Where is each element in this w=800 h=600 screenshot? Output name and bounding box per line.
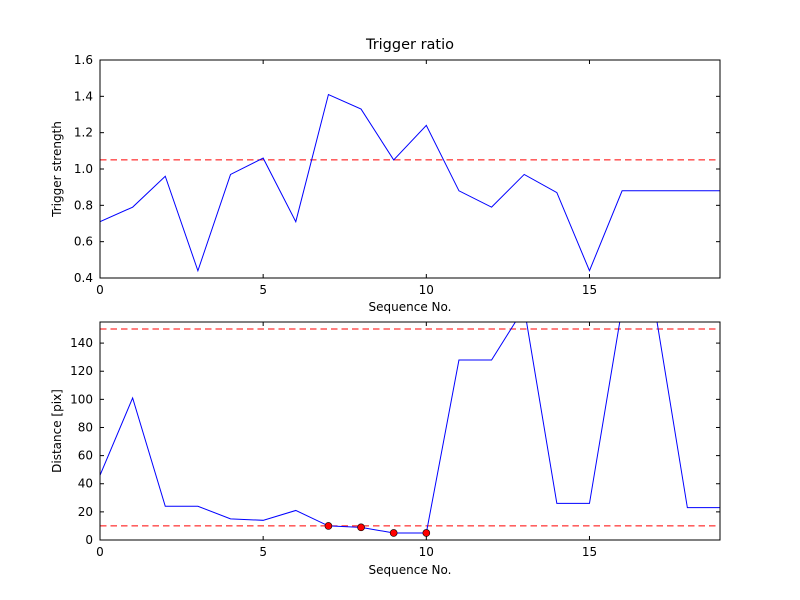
svg-text:0.4: 0.4 [74, 271, 93, 285]
svg-text:5: 5 [259, 545, 267, 559]
svg-text:120: 120 [70, 364, 93, 378]
svg-text:0: 0 [85, 533, 93, 547]
svg-text:40: 40 [78, 477, 93, 491]
svg-text:0.6: 0.6 [74, 235, 93, 249]
svg-text:80: 80 [78, 420, 93, 434]
svg-text:10: 10 [419, 545, 434, 559]
svg-text:1.6: 1.6 [74, 53, 93, 67]
svg-text:10: 10 [419, 283, 434, 297]
svg-text:140: 140 [70, 336, 93, 350]
svg-text:20: 20 [78, 505, 93, 519]
svg-text:100: 100 [70, 392, 93, 406]
svg-text:1.0: 1.0 [74, 162, 93, 176]
top-yaxis-label: Trigger strength [50, 121, 64, 217]
trigger-ratio-axes: 0 5 10 15 0.4 0.6 0.8 1.0 1.2 1.4 1.6 [74, 53, 721, 297]
bottom-yaxis-label: Distance [pix] [50, 389, 64, 473]
svg-text:0: 0 [96, 283, 104, 297]
svg-text:1.2: 1.2 [74, 126, 93, 140]
svg-text:1.4: 1.4 [74, 89, 93, 103]
chart-title: Trigger ratio [365, 37, 455, 53]
svg-text:15: 15 [582, 545, 597, 559]
svg-text:0.8: 0.8 [74, 198, 93, 212]
distance-axes: 0 5 10 15 0 20 40 60 80 100 120 140 [70, 321, 721, 559]
svg-text:0: 0 [96, 545, 104, 559]
bottom-xaxis-label: Sequence No. [368, 563, 452, 577]
svg-text:15: 15 [582, 283, 597, 297]
svg-text:60: 60 [78, 449, 93, 463]
top-xaxis-label: Sequence No. [368, 300, 452, 314]
svg-text:5: 5 [259, 283, 267, 297]
